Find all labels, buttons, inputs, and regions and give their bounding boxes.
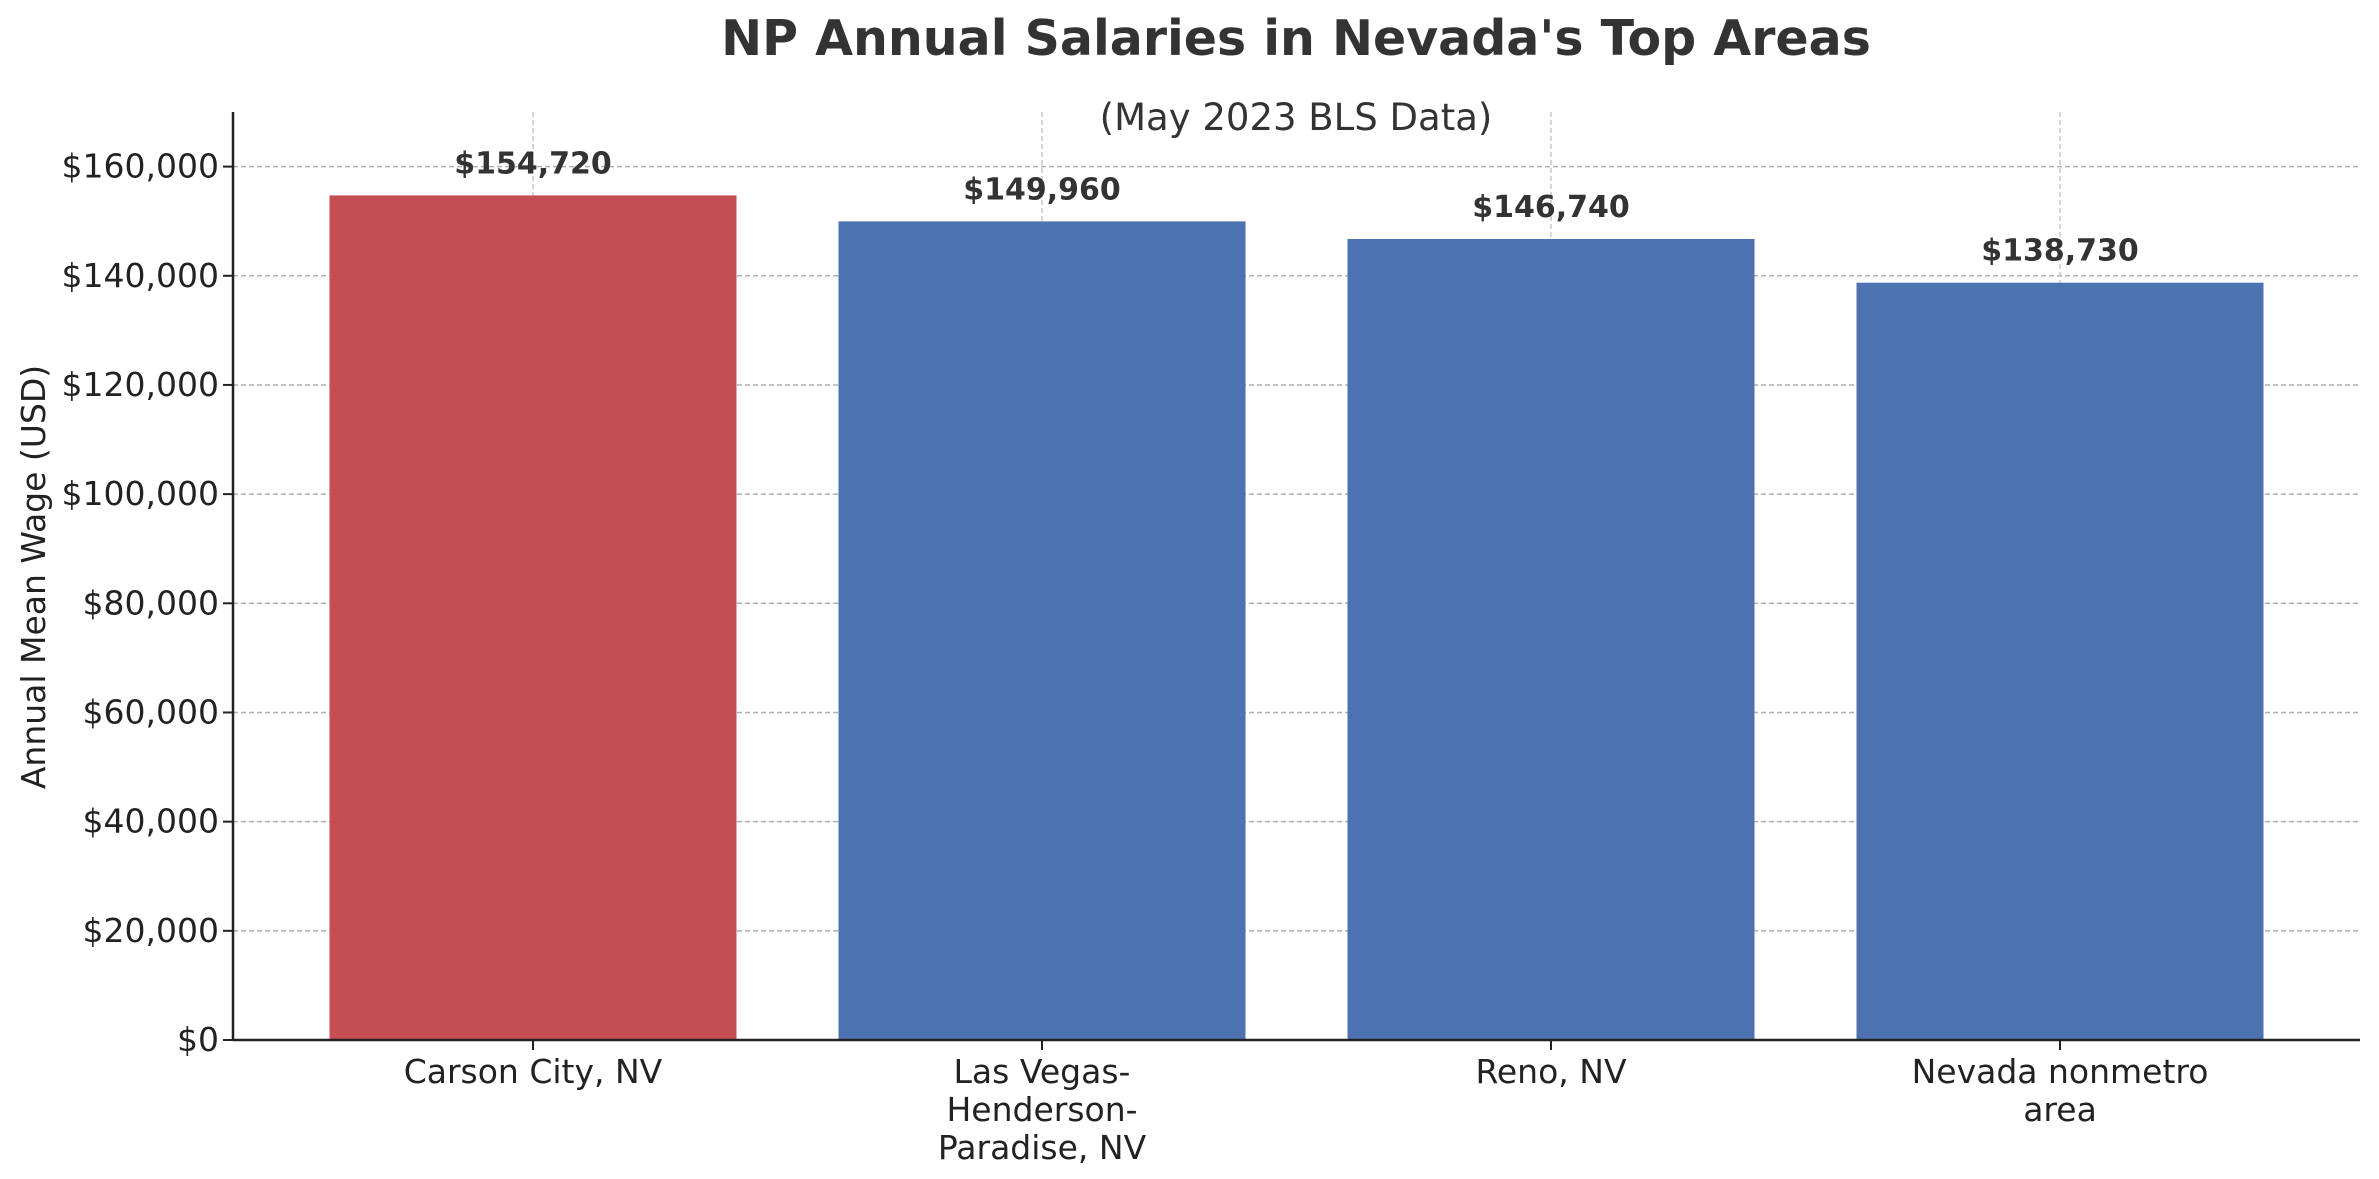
chart-subtitle: (May 2023 BLS Data) bbox=[1100, 96, 1493, 139]
y-tick-label: $160,000 bbox=[62, 147, 219, 186]
x-tick-label: Nevada nonmetro bbox=[1912, 1052, 2209, 1091]
bar bbox=[838, 221, 1246, 1040]
bar-value-label: $146,740 bbox=[1472, 190, 1630, 225]
bars bbox=[329, 195, 2264, 1041]
x-tick-label: Reno, NV bbox=[1475, 1052, 1627, 1091]
bar bbox=[329, 195, 737, 1040]
y-tick-label: $40,000 bbox=[83, 802, 219, 841]
y-tick-label: $80,000 bbox=[83, 583, 219, 622]
x-tick-label: area bbox=[2023, 1090, 2097, 1129]
bar bbox=[1856, 282, 2264, 1041]
chart-title: NP Annual Salaries in Nevada's Top Areas bbox=[721, 10, 1871, 67]
x-tick-label: Henderson- bbox=[946, 1090, 1137, 1129]
y-tick-label: $60,000 bbox=[83, 692, 219, 731]
x-tick-label: Las Vegas- bbox=[954, 1052, 1131, 1091]
y-tick-label: $140,000 bbox=[62, 256, 219, 295]
labels: $0 $20,000 $40,000 $60,000 $80,000 $100,000 $1… bbox=[62, 146, 2209, 1167]
y-tick-label: $20,000 bbox=[83, 911, 219, 950]
bar bbox=[1347, 238, 1755, 1040]
bar-value-label: $149,960 bbox=[963, 172, 1121, 207]
y-tick-label: $120,000 bbox=[62, 365, 219, 404]
y-axis-label: Annual Mean Wage (USD) bbox=[14, 365, 53, 789]
axes bbox=[223, 112, 2360, 1050]
bar-value-label: $138,730 bbox=[1981, 234, 2139, 269]
y-tick-label: $0 bbox=[177, 1020, 219, 1059]
x-tick-label: Carson City, NV bbox=[404, 1052, 663, 1091]
y-tick-label: $100,000 bbox=[62, 474, 219, 513]
x-tick-label: Paradise, NV bbox=[938, 1128, 1147, 1167]
bar-value-label: $154,720 bbox=[454, 146, 612, 181]
